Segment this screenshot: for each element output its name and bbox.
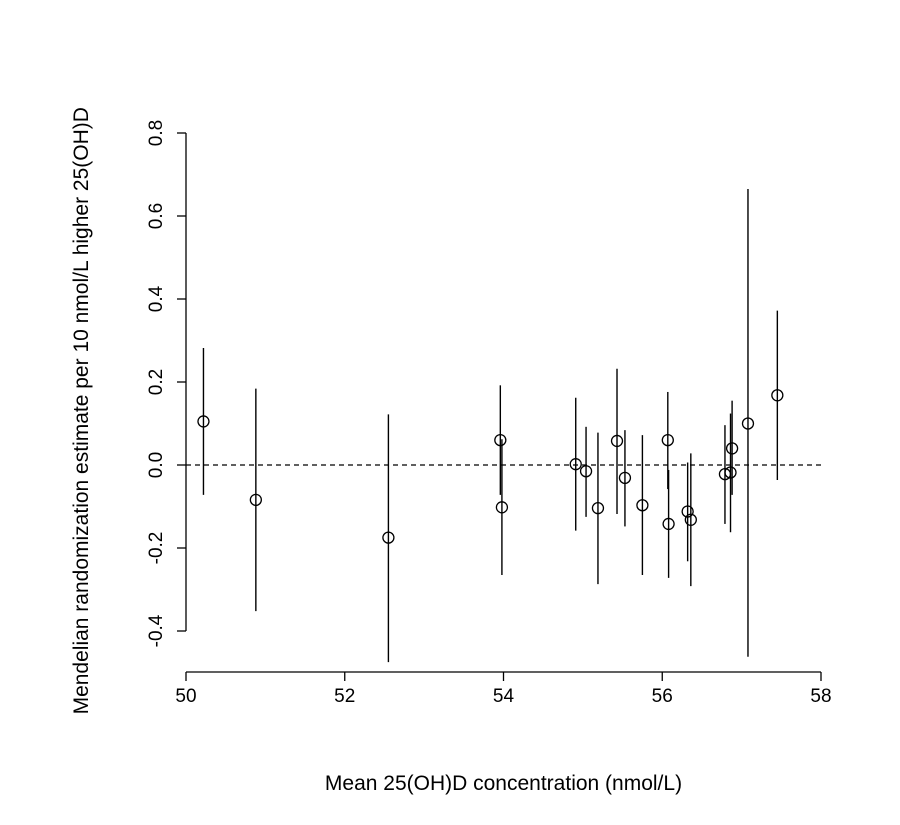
y-axis-ticks: -0.4 -0.2 0.0 0.2 0.4 0.6 0.8 bbox=[146, 120, 186, 647]
data-point bbox=[636, 499, 649, 512]
data-point bbox=[771, 389, 784, 402]
y-tick-label: -0.4 bbox=[146, 614, 167, 647]
data-point bbox=[591, 502, 605, 515]
x-tick-label: 54 bbox=[493, 686, 515, 707]
data-point bbox=[718, 467, 732, 481]
data-point bbox=[569, 458, 582, 471]
y-tick-label: 0.8 bbox=[146, 120, 167, 146]
data-point bbox=[661, 433, 674, 447]
x-tick-label: 50 bbox=[175, 686, 196, 707]
data-point bbox=[495, 501, 509, 514]
x-axis-title: Mean 25(OH)D concentration (nmol/L) bbox=[325, 772, 682, 795]
data-point bbox=[684, 513, 697, 526]
data-point bbox=[681, 505, 694, 518]
data-point bbox=[494, 433, 507, 447]
y-tick-label: 0.2 bbox=[146, 369, 167, 395]
data-point bbox=[382, 531, 395, 544]
data-point bbox=[249, 493, 263, 507]
y-axis-title: Mendelian randomization estimate per 10 … bbox=[70, 107, 93, 714]
x-axis-ticks: 50 52 54 56 58 bbox=[175, 672, 832, 707]
data-point bbox=[662, 517, 675, 531]
x-tick-label: 58 bbox=[810, 686, 831, 707]
y-tick-label: 0.0 bbox=[146, 452, 167, 478]
y-tick-label: 0.6 bbox=[146, 203, 167, 229]
data-point bbox=[741, 417, 755, 430]
data-point bbox=[725, 442, 739, 455]
data-point bbox=[610, 434, 624, 448]
data-point bbox=[618, 471, 632, 485]
y-tick-label: -0.2 bbox=[146, 532, 167, 565]
data-point bbox=[197, 415, 210, 428]
x-tick-label: 56 bbox=[652, 686, 673, 707]
y-tick-label: 0.4 bbox=[146, 285, 167, 312]
data-points bbox=[197, 389, 784, 544]
data-point bbox=[579, 465, 593, 478]
data-point bbox=[724, 466, 737, 479]
x-tick-label: 52 bbox=[334, 686, 355, 707]
error-bars bbox=[202, 189, 779, 663]
